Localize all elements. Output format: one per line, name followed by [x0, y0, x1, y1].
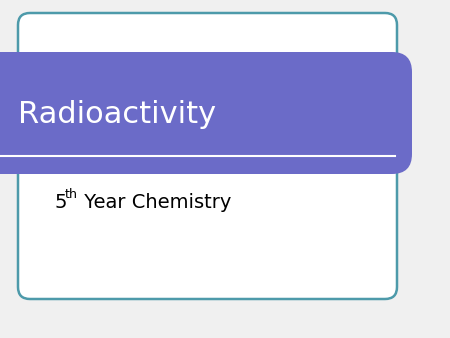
Text: Year Chemistry: Year Chemistry: [78, 193, 231, 212]
Text: 5: 5: [55, 193, 68, 212]
FancyBboxPatch shape: [18, 13, 397, 299]
FancyBboxPatch shape: [0, 52, 412, 174]
Text: Radioactivity: Radioactivity: [18, 100, 216, 129]
Text: th: th: [65, 189, 78, 201]
